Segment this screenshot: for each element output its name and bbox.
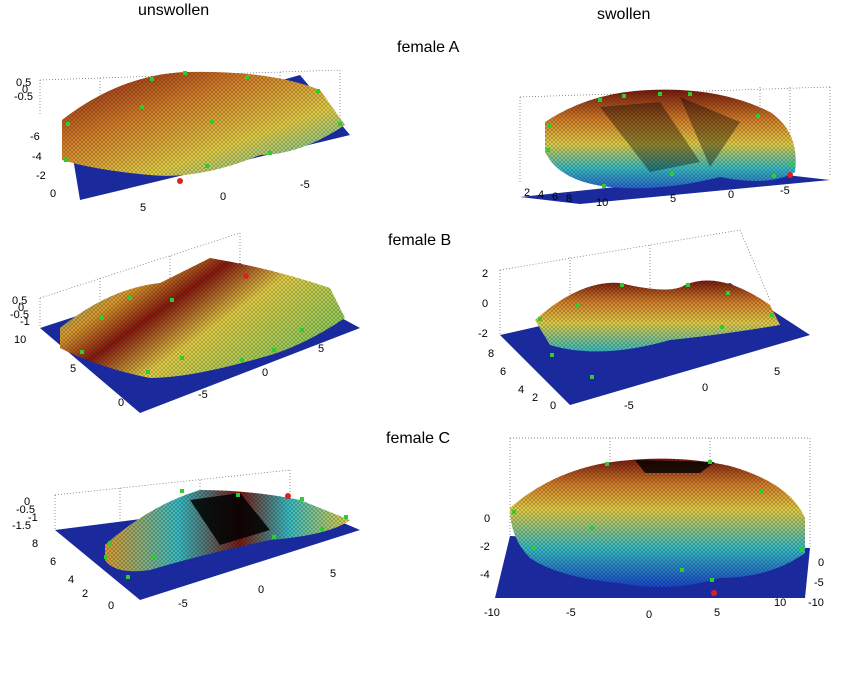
row-label-female-a: female A xyxy=(397,39,460,56)
tick-label: 2 xyxy=(482,268,488,280)
tick-label: 0 xyxy=(262,367,268,379)
tick-label: 6 xyxy=(50,556,56,568)
tick-label: 2 xyxy=(524,187,530,199)
tick-label: 4 xyxy=(518,384,524,396)
row-label-female-c: female C xyxy=(386,430,451,447)
tick-label: 0 xyxy=(24,496,30,508)
tick-label: -10 xyxy=(808,597,824,609)
tick-label: 5 xyxy=(714,607,720,619)
tick-label: -4 xyxy=(32,151,42,163)
surface-plot-female-b-swollen: 2 0 -2 8 6 4 2 0 -5 0 5 xyxy=(478,229,810,412)
tick-label: 5 xyxy=(318,343,324,355)
tick-label: 4 xyxy=(68,574,74,586)
tick-label: 6 xyxy=(552,191,558,203)
row-label-female-b: female B xyxy=(388,232,452,249)
tick-label: 0 xyxy=(482,298,488,310)
tick-label: 0.5 xyxy=(16,77,31,89)
tick-label: 10 xyxy=(596,197,608,209)
tick-label: 10 xyxy=(774,597,786,609)
landmark-points xyxy=(64,71,342,168)
tick-label: 5 xyxy=(774,366,780,378)
surface-plot-female-a-unswollen: 0.5 0 -0.5 -6 -4 -2 0 5 0 -5 xyxy=(14,69,350,214)
tick-label: -0.5 xyxy=(14,91,33,103)
tick-label: -0.5 xyxy=(10,309,29,321)
tick-label: 5 xyxy=(670,193,676,205)
surface-plot-female-c-unswollen: 0 -0.5 -1 -1.5 8 6 4 2 0 -5 0 5 xyxy=(12,469,360,612)
tick-label: 0 xyxy=(18,302,24,314)
tick-label: -4 xyxy=(480,569,490,581)
marker xyxy=(177,178,183,184)
tick-label: -5 xyxy=(566,607,576,619)
tick-label: 6 xyxy=(500,366,506,378)
tick-label: 5 xyxy=(140,202,146,214)
tick-label: 8 xyxy=(566,193,572,205)
tick-label: 0 xyxy=(220,191,226,203)
tick-label: 0.5 xyxy=(12,295,27,307)
tick-label: -1 xyxy=(28,512,38,524)
tick-label: 0 xyxy=(646,609,652,621)
tick-label: -5 xyxy=(198,389,208,401)
tick-label: -5 xyxy=(780,185,790,197)
column-header-swollen: swollen xyxy=(597,6,651,23)
tick-label: -5 xyxy=(178,598,188,610)
tick-label: 0 xyxy=(118,397,124,409)
tick-label: -10 xyxy=(484,607,500,619)
tick-label: -2 xyxy=(478,328,488,340)
tick-label: 0 xyxy=(702,382,708,394)
column-header-unswollen: unswollen xyxy=(138,2,210,19)
tick-label: -5 xyxy=(300,179,310,191)
tick-label: -1 xyxy=(20,316,30,328)
tick-label: -5 xyxy=(624,400,634,412)
tick-label: 2 xyxy=(532,392,538,404)
tick-label: 0 xyxy=(818,557,824,569)
tick-label: 10 xyxy=(14,334,26,346)
tick-label: 5 xyxy=(70,363,76,375)
surface-plot-female-c-swollen: 0 -2 -4 -10 -5 0 5 10 0 -5 -10 xyxy=(480,437,824,621)
tick-label: 8 xyxy=(32,538,38,550)
tick-label: 0 xyxy=(22,84,28,96)
tick-label: 0 xyxy=(484,513,490,525)
tick-label: -0.5 xyxy=(16,504,35,516)
tick-label: 0 xyxy=(108,600,114,612)
tick-label: -2 xyxy=(36,170,46,182)
tick-label: 0 xyxy=(550,400,556,412)
tick-label: -6 xyxy=(30,131,40,143)
tick-label: -5 xyxy=(814,577,824,589)
tick-label: -2 xyxy=(480,541,490,553)
tick-label: -1.5 xyxy=(12,520,31,532)
tick-label: 0 xyxy=(50,188,56,200)
tick-label: 8 xyxy=(488,348,494,360)
tick-label: 5 xyxy=(330,568,336,580)
tick-label: 0 xyxy=(258,584,264,596)
surface-plot-female-a-swollen: 2 4 6 8 10 5 0 -5 xyxy=(519,86,831,209)
tick-label: 0 xyxy=(728,189,734,201)
tick-label: 2 xyxy=(82,588,88,600)
tick-label: 4 xyxy=(538,189,544,201)
surface-plot-female-b-unswollen: 0.5 0 -0.5 -1 10 5 0 -5 0 5 xyxy=(10,232,360,413)
